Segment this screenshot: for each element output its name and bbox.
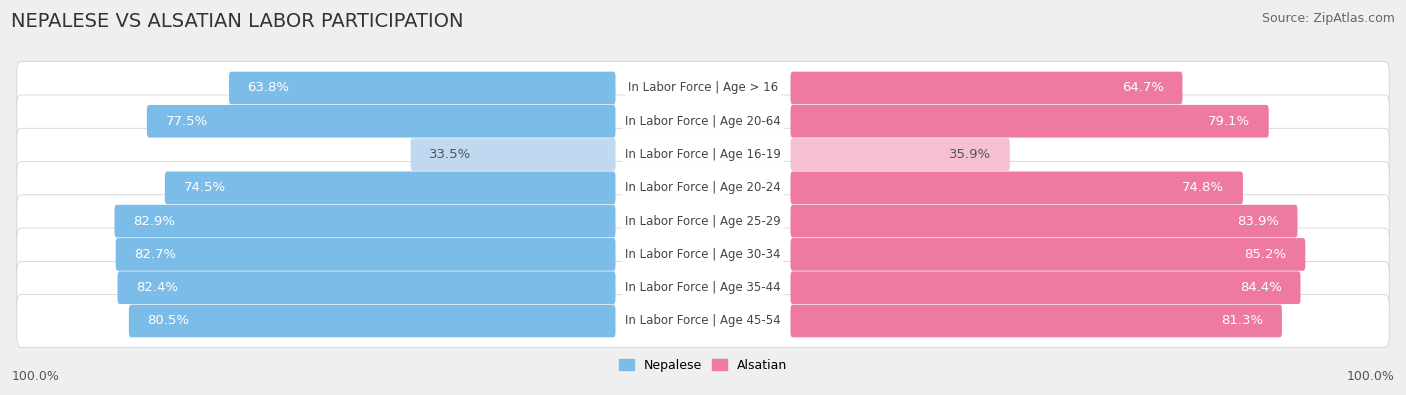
Text: Source: ZipAtlas.com: Source: ZipAtlas.com — [1261, 12, 1395, 25]
FancyBboxPatch shape — [115, 238, 616, 271]
FancyBboxPatch shape — [17, 228, 1389, 281]
Text: In Labor Force | Age 25-29: In Labor Force | Age 25-29 — [626, 214, 780, 228]
Text: 82.7%: 82.7% — [135, 248, 176, 261]
Text: In Labor Force | Age 20-24: In Labor Force | Age 20-24 — [626, 181, 780, 194]
Text: 33.5%: 33.5% — [429, 148, 471, 161]
Text: 74.8%: 74.8% — [1182, 181, 1225, 194]
Text: In Labor Force | Age 30-34: In Labor Force | Age 30-34 — [626, 248, 780, 261]
FancyBboxPatch shape — [790, 305, 1282, 337]
Text: In Labor Force | Age 16-19: In Labor Force | Age 16-19 — [626, 148, 780, 161]
FancyBboxPatch shape — [229, 71, 616, 104]
FancyBboxPatch shape — [114, 205, 616, 237]
FancyBboxPatch shape — [17, 261, 1389, 314]
FancyBboxPatch shape — [790, 271, 1301, 304]
Text: 79.1%: 79.1% — [1208, 115, 1250, 128]
FancyBboxPatch shape — [17, 162, 1389, 214]
Text: In Labor Force | Age 45-54: In Labor Force | Age 45-54 — [626, 314, 780, 327]
FancyBboxPatch shape — [790, 71, 1182, 104]
Text: In Labor Force | Age > 16: In Labor Force | Age > 16 — [628, 81, 778, 94]
Text: 100.0%: 100.0% — [1347, 370, 1395, 383]
FancyBboxPatch shape — [17, 295, 1389, 347]
FancyBboxPatch shape — [17, 195, 1389, 247]
FancyBboxPatch shape — [118, 271, 616, 304]
Text: 85.2%: 85.2% — [1244, 248, 1286, 261]
Text: 63.8%: 63.8% — [247, 81, 290, 94]
Text: 84.4%: 84.4% — [1240, 281, 1282, 294]
Text: 83.9%: 83.9% — [1237, 214, 1279, 228]
FancyBboxPatch shape — [790, 205, 1298, 237]
FancyBboxPatch shape — [129, 305, 616, 337]
Text: In Labor Force | Age 35-44: In Labor Force | Age 35-44 — [626, 281, 780, 294]
FancyBboxPatch shape — [17, 95, 1389, 148]
Text: 100.0%: 100.0% — [11, 370, 59, 383]
FancyBboxPatch shape — [411, 138, 616, 171]
FancyBboxPatch shape — [17, 62, 1389, 114]
FancyBboxPatch shape — [146, 105, 616, 137]
Legend: Nepalese, Alsatian: Nepalese, Alsatian — [614, 354, 792, 377]
Text: In Labor Force | Age 20-64: In Labor Force | Age 20-64 — [626, 115, 780, 128]
Text: 82.4%: 82.4% — [136, 281, 179, 294]
FancyBboxPatch shape — [790, 138, 1010, 171]
FancyBboxPatch shape — [790, 105, 1268, 137]
Text: 74.5%: 74.5% — [183, 181, 225, 194]
Text: 35.9%: 35.9% — [949, 148, 991, 161]
Text: 77.5%: 77.5% — [166, 115, 208, 128]
Text: 80.5%: 80.5% — [148, 314, 190, 327]
Text: 81.3%: 81.3% — [1222, 314, 1264, 327]
FancyBboxPatch shape — [790, 238, 1305, 271]
FancyBboxPatch shape — [790, 171, 1243, 204]
FancyBboxPatch shape — [17, 128, 1389, 181]
FancyBboxPatch shape — [165, 171, 616, 204]
Text: 82.9%: 82.9% — [134, 214, 176, 228]
Text: NEPALESE VS ALSATIAN LABOR PARTICIPATION: NEPALESE VS ALSATIAN LABOR PARTICIPATION — [11, 12, 464, 31]
Text: 64.7%: 64.7% — [1122, 81, 1164, 94]
